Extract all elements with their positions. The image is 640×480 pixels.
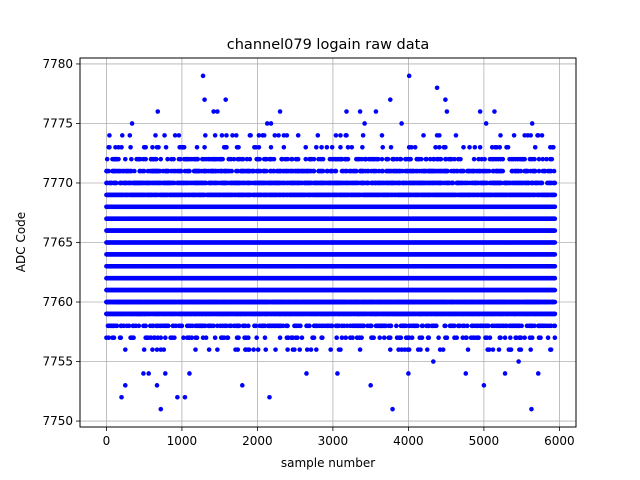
chart-title: channel079 logain raw data: [227, 37, 429, 53]
data-points: [104, 73, 558, 412]
